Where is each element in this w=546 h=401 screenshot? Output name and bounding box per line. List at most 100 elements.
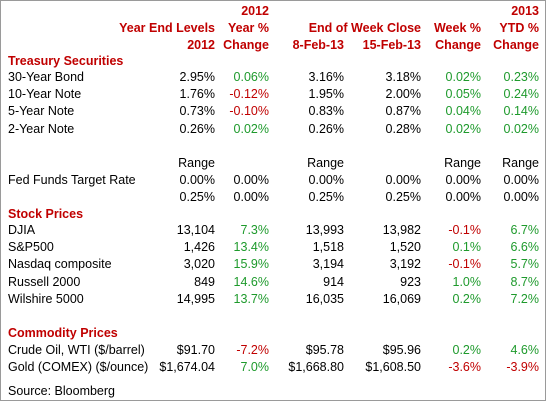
row-label: Wilshire 5000 xyxy=(8,291,84,306)
ytd-change: 6.6% xyxy=(510,240,540,255)
week-close-8-feb: 0.26% xyxy=(308,121,344,136)
fed-funds-low: 0.00% xyxy=(179,173,215,187)
year-change: 13.7% xyxy=(233,291,269,306)
week-close-15-feb: $1,608.50 xyxy=(365,360,421,375)
ytd-change: 6.7% xyxy=(510,223,540,237)
ytd-change: 4.6% xyxy=(510,343,540,357)
header-year-end-levels: Year End Levels xyxy=(119,21,215,35)
fed-funds-low: 0.00% xyxy=(385,173,421,187)
fed-funds-high: 0.25% xyxy=(385,190,421,204)
year-change: -0.12% xyxy=(229,87,269,102)
week-change: -0.1% xyxy=(448,223,481,237)
week-change: -0.1% xyxy=(448,257,481,272)
header-end-of-week-close: End of Week Close xyxy=(308,21,421,35)
row-label: Gold (COMEX) ($/ounce) xyxy=(8,360,149,375)
year-change: 14.6% xyxy=(233,274,269,289)
year-change: 13.4% xyxy=(233,240,269,255)
fed-funds-high: 0.00% xyxy=(445,190,481,204)
year-change: -0.10% xyxy=(229,104,269,119)
year-end-level: 1.76% xyxy=(179,87,215,102)
section-treasury-securities: Treasury Securities xyxy=(8,54,124,68)
fed-funds-low: 0.00% xyxy=(233,173,269,187)
year-end-level: 0.73% xyxy=(179,104,215,119)
range-label: Range xyxy=(502,156,539,170)
section-commodity-prices: Commodity Prices xyxy=(8,326,118,340)
ytd-change: 5.7% xyxy=(510,257,540,272)
week-close-8-feb: 1,518 xyxy=(312,240,344,255)
header-2013-year: 2013 xyxy=(511,4,539,18)
section-stock-prices: Stock Prices xyxy=(8,207,84,221)
header-week-pct: Week % xyxy=(433,21,481,35)
fed-funds-high: 0.00% xyxy=(233,190,269,204)
week-close-15-feb: 2.00% xyxy=(385,87,421,102)
ytd-change: 0.02% xyxy=(503,121,539,136)
source-note: Source: Bloomberg xyxy=(8,384,116,398)
header-ytd-pct: YTD % xyxy=(499,21,539,35)
range-label: Range xyxy=(178,156,215,170)
ytd-change: 7.2% xyxy=(510,291,540,306)
week-close-8-feb: 3,194 xyxy=(312,257,344,272)
week-change: -3.6% xyxy=(448,360,481,375)
year-change: 7.0% xyxy=(240,360,270,375)
row-label: S&P500 xyxy=(8,240,54,255)
ytd-change: 0.24% xyxy=(503,87,539,102)
header-year-pct: Year % xyxy=(227,21,269,35)
ytd-change: 8.7% xyxy=(510,274,540,289)
row-label: Crude Oil, WTI ($/barrel) xyxy=(8,343,145,357)
week-change: 1.0% xyxy=(452,274,482,289)
header-15-feb-13: 15-Feb-13 xyxy=(362,38,421,52)
fed-funds-high: 0.25% xyxy=(179,190,215,204)
fed-funds-low: 0.00% xyxy=(308,173,344,187)
week-close-8-feb: $95.78 xyxy=(305,343,344,357)
week-close-15-feb: $95.96 xyxy=(382,343,421,357)
ytd-change: 0.14% xyxy=(503,104,539,119)
header-change-week: Change xyxy=(435,38,481,52)
header-2012-sub: 2012 xyxy=(187,38,215,52)
week-change: 0.2% xyxy=(452,343,482,357)
ytd-change: -3.9% xyxy=(506,360,539,375)
year-end-level: 1,426 xyxy=(183,240,215,255)
week-close-8-feb: 0.83% xyxy=(308,104,344,119)
week-change: 0.1% xyxy=(452,240,482,255)
fed-funds-high: 0.00% xyxy=(503,190,539,204)
header-8-feb-13: 8-Feb-13 xyxy=(292,38,344,52)
fed-funds-low: 0.00% xyxy=(503,173,539,187)
week-close-8-feb: 13,993 xyxy=(305,223,344,237)
row-label: 10-Year Note xyxy=(8,87,82,102)
week-close-15-feb: 3.18% xyxy=(385,70,421,84)
row-label: 5-Year Note xyxy=(8,104,75,119)
fed-funds-low: 0.00% xyxy=(445,173,481,187)
year-change: 0.06% xyxy=(233,70,269,84)
year-end-level: 13,104 xyxy=(176,223,215,237)
week-close-15-feb: 0.28% xyxy=(385,121,421,136)
year-change: 7.3% xyxy=(240,223,270,237)
week-close-15-feb: 923 xyxy=(400,274,421,289)
fed-funds-high: 0.25% xyxy=(308,190,344,204)
week-close-8-feb: 1.95% xyxy=(308,87,344,102)
year-change: 0.02% xyxy=(233,121,269,136)
year-end-level: $91.70 xyxy=(176,343,215,357)
week-close-8-feb: $1,668.80 xyxy=(288,360,344,375)
week-change: 0.2% xyxy=(452,291,482,306)
year-end-level: 849 xyxy=(194,274,215,289)
week-close-15-feb: 0.87% xyxy=(385,104,421,119)
week-change: 0.02% xyxy=(445,70,481,84)
range-label: Range xyxy=(307,156,344,170)
week-close-15-feb: 3,192 xyxy=(389,257,421,272)
week-close-15-feb: 16,069 xyxy=(382,291,421,306)
week-close-8-feb: 914 xyxy=(323,274,344,289)
week-change: 0.02% xyxy=(445,121,481,136)
ytd-change: 0.23% xyxy=(503,70,539,84)
row-label: Nasdaq composite xyxy=(8,257,112,272)
week-close-8-feb: 3.16% xyxy=(308,70,344,84)
year-change: 15.9% xyxy=(233,257,269,272)
year-end-level: 0.26% xyxy=(179,121,215,136)
row-label: DJIA xyxy=(8,223,36,237)
year-end-level: $1,674.04 xyxy=(159,360,215,375)
week-close-8-feb: 16,035 xyxy=(305,291,344,306)
year-change: -7.2% xyxy=(236,343,269,357)
header-2012-year: 2012 xyxy=(241,4,269,18)
range-label: Range xyxy=(444,156,481,170)
